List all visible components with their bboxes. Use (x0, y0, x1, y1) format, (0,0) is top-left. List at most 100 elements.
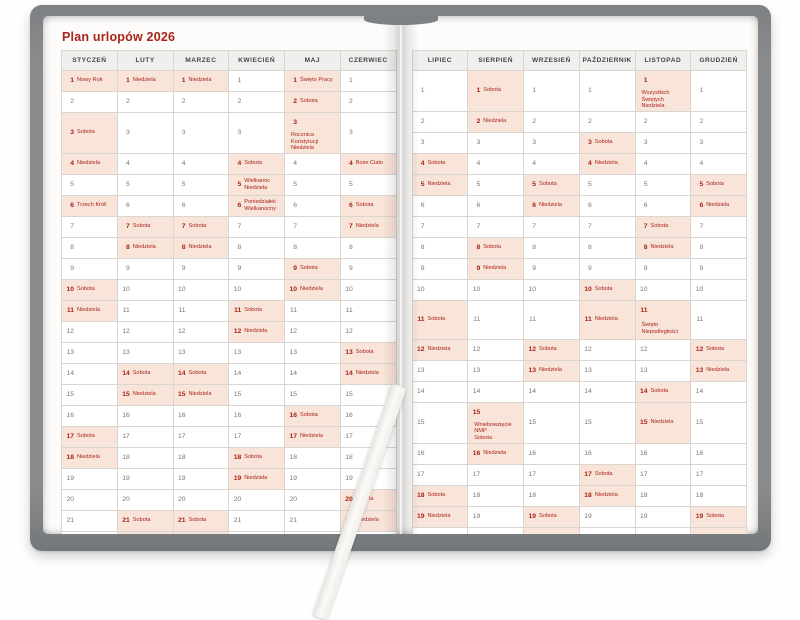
day-number: 4 (694, 160, 703, 167)
day-cell: 20Niedziela (524, 527, 580, 534)
day-number: 15 (471, 409, 480, 416)
day-number: 10 (344, 286, 353, 293)
day-number: 7 (583, 223, 592, 230)
day-number: 2 (694, 118, 703, 125)
day-cell: 13 (62, 342, 118, 363)
day-cell: 8 (62, 237, 118, 258)
day-number: 15 (639, 419, 648, 426)
day-number: 6 (694, 202, 703, 209)
day-label: Niedziela (244, 475, 267, 482)
day-cell: 9 (524, 258, 580, 279)
day-label: Niedziela (133, 77, 156, 84)
day-number: 12 (694, 346, 703, 353)
page-title: Plan urlopów 2026 (62, 30, 397, 44)
day-label: Niedziela (539, 202, 562, 209)
day-label: Sobota (244, 454, 262, 461)
day-number: 6 (471, 202, 480, 209)
day-label: Niedziela (300, 286, 323, 293)
day-number: 17 (232, 433, 241, 440)
day-number: 2 (177, 98, 186, 105)
day-cell: 10 (173, 279, 229, 300)
day-cell: 5 (340, 174, 396, 195)
day-cell: 19 (285, 468, 341, 489)
day-number: 6 (177, 202, 186, 209)
day-cell: 10 (524, 279, 580, 300)
day-cell: 8 (691, 237, 747, 258)
month-header: LISTOPAD (635, 51, 691, 71)
day-number: 18 (288, 454, 297, 461)
day-label: Niedziela (428, 346, 451, 353)
day-cell: 10 (117, 279, 173, 300)
day-label: Niedziela (77, 307, 100, 314)
day-label: Święto Pracy (300, 77, 333, 84)
day-number: 8 (232, 244, 241, 251)
day-cell: 1Wszystkich Świętych Niedziela (635, 71, 691, 112)
day-number: 13 (177, 349, 186, 356)
day-number: 4 (639, 160, 648, 167)
day-number: 2 (583, 118, 592, 125)
day-label: Sobota (428, 492, 446, 499)
day-cell: 16 (635, 443, 691, 464)
day-label: Wniebowzięcie NMP Sobota (474, 422, 521, 442)
month-header: SIERPIEŃ (468, 51, 524, 71)
day-cell: 3 (524, 132, 580, 153)
day-cell: 20 (579, 527, 635, 534)
day-number: 14 (232, 370, 241, 377)
day-number: 2 (416, 118, 425, 125)
day-number: 20 (288, 496, 297, 503)
day-cell: 17 (524, 464, 580, 485)
day-cell: 8 (412, 237, 468, 258)
day-cell: 11 (691, 300, 747, 339)
day-cell: 4 (635, 153, 691, 174)
day-cell: 5 (468, 174, 524, 195)
day-number: 20 (177, 496, 186, 503)
day-cell: 22 (285, 531, 341, 534)
day-cell: 8 (524, 237, 580, 258)
day-label: Niedziela (428, 181, 451, 188)
day-cell: 9 (229, 258, 285, 279)
day-label: Niedziela (428, 513, 451, 520)
day-number: 17 (65, 433, 74, 440)
day-number: 3 (583, 139, 592, 146)
day-number: 2 (288, 98, 297, 105)
day-cell: 2 (62, 92, 118, 113)
day-label: Sobota (300, 412, 318, 419)
day-label: Niedziela (539, 367, 562, 374)
day-number: 11 (121, 307, 130, 314)
day-number: 9 (344, 265, 353, 272)
day-number: 6 (65, 202, 74, 209)
day-cell: 14 (62, 363, 118, 384)
day-number: 7 (527, 223, 536, 230)
day-cell: 16 (117, 405, 173, 426)
day-cell: 2 (635, 111, 691, 132)
day-cell: 10 (229, 279, 285, 300)
day-cell: 1 (412, 71, 468, 112)
day-label: Niedziela (651, 244, 674, 251)
day-number: 16 (65, 412, 74, 419)
day-cell: 9 (412, 258, 468, 279)
day-number: 10 (639, 286, 648, 293)
day-number: 12 (177, 328, 186, 335)
day-number: 2 (471, 118, 480, 125)
day-number: 13 (639, 367, 648, 374)
day-number: 7 (471, 223, 480, 230)
day-number: 11 (471, 316, 480, 323)
